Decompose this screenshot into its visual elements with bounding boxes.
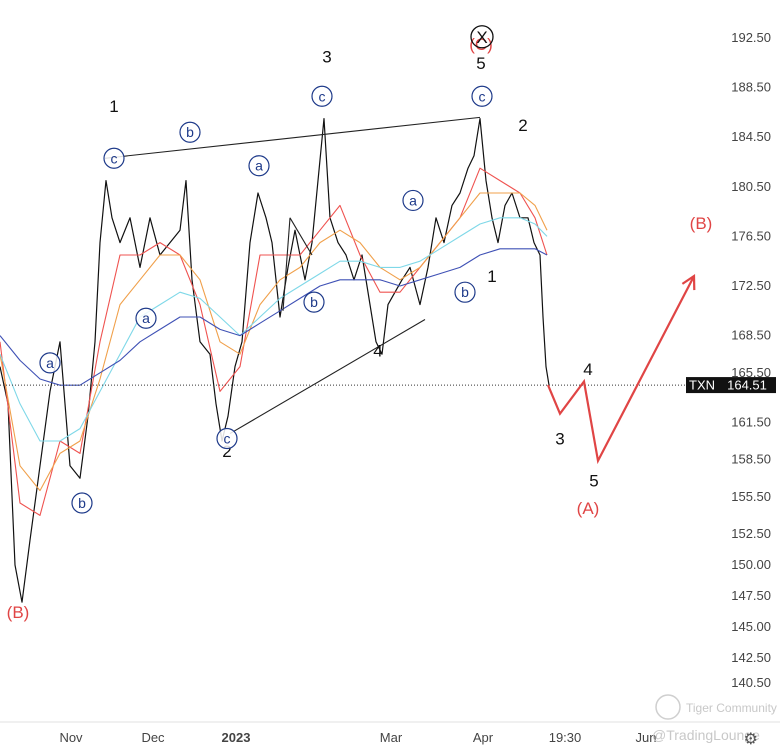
circle-label-ring-9 [216, 427, 238, 450]
time-tick-4: Apr [473, 730, 494, 745]
series-line-4 [0, 248, 548, 386]
series-line-0 [0, 117, 550, 603]
price-tick-4: 176.50 [731, 228, 771, 243]
wave-label-9: 5 [589, 472, 598, 491]
time-axis: Nov Dec 2023 Mar Apr 19:30 Jun [59, 730, 656, 745]
time-tick-5: 19:30 [549, 730, 582, 745]
gear-icon[interactable]: ⚙ [743, 729, 758, 748]
price-tick-15: 142.50 [731, 650, 771, 665]
price-tick-8: 161.50 [731, 414, 771, 429]
price-tick-1: 188.50 [731, 80, 771, 95]
circle-label-11: b [78, 495, 86, 511]
circle-label-1: b [186, 124, 194, 140]
circle-label-ring-3 [311, 85, 333, 107]
time-tick-0: Nov [59, 730, 83, 745]
circle-label-3: c [319, 88, 326, 104]
circle-label-ring-0 [103, 147, 125, 169]
circle-label-ring-5 [471, 85, 493, 107]
price-tick-10: 155.50 [731, 489, 771, 504]
price-tick-7: 165.50 [731, 365, 771, 380]
trendline-0 [104, 116, 481, 159]
wave-label-2: 2 [222, 442, 231, 461]
price-tick-12: 150.00 [731, 557, 771, 572]
wave-label-11: (B) [690, 214, 713, 233]
price-tick-3: 180.50 [731, 179, 771, 194]
circle-label-9: c [224, 431, 231, 447]
last-price-badge [718, 377, 776, 394]
price-axis: 192.50 188.50 184.50 180.50 176.50 172.50 168.… [686, 30, 776, 690]
wave-label-10: (C) [469, 35, 493, 54]
circle-label-ring-11 [71, 492, 93, 514]
series-line-2 [0, 192, 548, 492]
symbol-badge [686, 377, 718, 394]
watermark-line1: Tiger Community [686, 701, 777, 715]
projection-layer [546, 274, 696, 465]
circle-label-7: b [310, 294, 318, 310]
trendline-2 [289, 217, 313, 256]
watermark: Tiger Community @TradingLounge [652, 694, 777, 743]
time-tick-1: Dec [141, 730, 165, 745]
circle-label-10: a [46, 355, 54, 371]
wave-label-3: 4 [373, 341, 382, 360]
wave-label-12: (A) [577, 499, 600, 518]
series-line-3 [0, 217, 548, 442]
wave-label-4: 5 [476, 54, 485, 73]
circle-label-ring-6 [135, 307, 157, 329]
circle-label-2: a [255, 158, 263, 174]
trendline-1 [229, 319, 426, 435]
circle-label-4: a [409, 192, 417, 208]
wave-label-7: 3 [555, 430, 564, 449]
circle-label-ring-4 [402, 189, 424, 212]
watermark-line2: @TradingLounge [652, 727, 760, 743]
circle-label-ring-1 [179, 121, 201, 143]
wave-label-0: 1 [109, 97, 118, 116]
x-marker-ring [470, 25, 494, 49]
price-tick-9: 158.50 [731, 452, 771, 467]
circle-label-ring-8 [454, 281, 476, 303]
series-layer [0, 117, 685, 603]
wave-label-13: (B) [7, 603, 30, 622]
price-tick-6: 168.50 [731, 328, 771, 343]
trendline-layer [104, 116, 481, 435]
price-tick-14: 145.00 [731, 619, 771, 634]
circle-label-ring-10 [39, 352, 61, 374]
price-tick-13: 147.50 [731, 588, 771, 603]
projection-path [546, 275, 695, 465]
circle-label-6: a [142, 310, 150, 326]
symbol-badge-text: TXN [689, 378, 715, 393]
price-tick-16: 140.50 [731, 675, 771, 690]
time-tick-3: Mar [380, 730, 403, 745]
wave-label-1: 3 [322, 48, 331, 67]
price-tick-5: 172.50 [731, 278, 771, 293]
time-tick-2: 2023 [222, 730, 251, 745]
circle-label-ring-7 [303, 291, 325, 313]
circle-label-ring-2 [248, 155, 270, 177]
trendline-3 [282, 217, 291, 311]
last-price-text: 164.51 [727, 378, 767, 393]
projection-arrowhead [681, 274, 696, 291]
wave-label-5: 2 [518, 116, 527, 135]
circle-label-8: b [461, 284, 469, 300]
wave-label-6: 1 [487, 267, 496, 286]
circle-label-5: c [479, 88, 486, 104]
time-tick-6: Jun [636, 730, 657, 745]
circle-label-0: c [111, 150, 118, 166]
price-tick-11: 152.50 [731, 526, 771, 541]
x-marker-label: X [476, 28, 487, 47]
price-tick-2: 184.50 [731, 129, 771, 144]
wave-label-8: 4 [583, 360, 592, 379]
series-line-1 [0, 167, 548, 516]
price-tick-0: 192.50 [731, 30, 771, 45]
